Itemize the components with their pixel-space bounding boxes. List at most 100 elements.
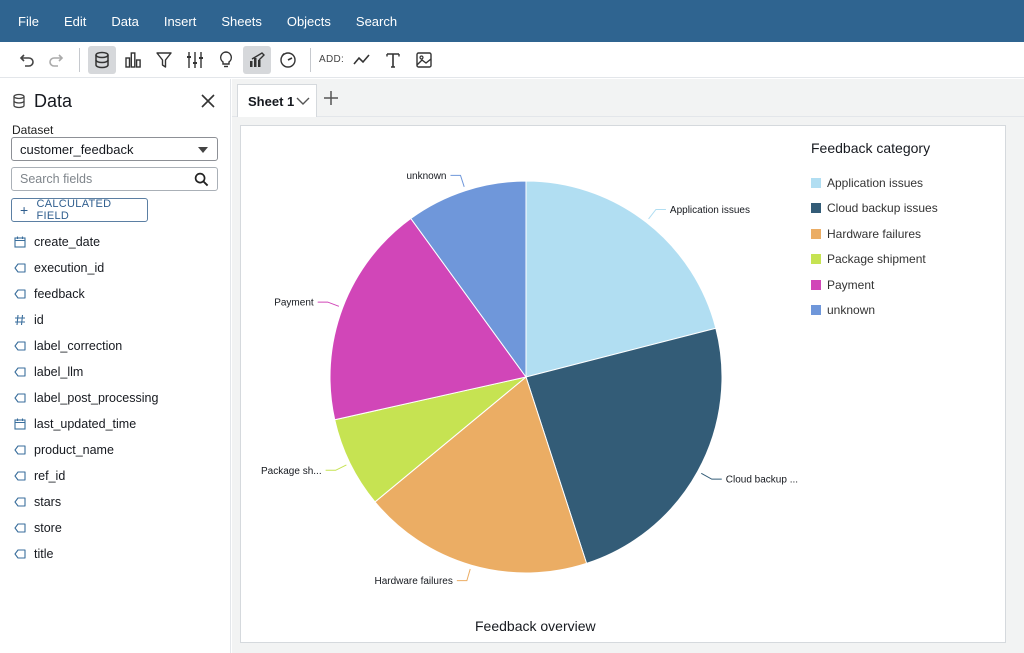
legend-item[interactable]: Hardware failures (811, 221, 1001, 247)
tab-sheet-1[interactable]: Sheet 1 (237, 84, 317, 117)
legend-label: Hardware failures (827, 226, 922, 241)
field-name: last_updated_time (34, 417, 137, 431)
add-sheet-icon[interactable] (323, 90, 339, 106)
field-item[interactable]: store (14, 515, 224, 541)
menu-file[interactable]: File (18, 13, 39, 29)
menu-objects[interactable]: Objects (286, 13, 331, 29)
data-panel-header: Data (12, 89, 218, 113)
format-visual-button[interactable] (243, 45, 271, 74)
field-item[interactable]: title (14, 541, 224, 567)
line-add-icon (353, 53, 370, 65)
pie-slice[interactable] (410, 180, 527, 379)
calendar-icon (14, 236, 26, 248)
text-add-icon (386, 52, 400, 68)
sheet-tab-label: Sheet 1 (248, 93, 295, 109)
field-name: create_date (34, 235, 101, 249)
legend-item[interactable]: Application issues (811, 170, 1001, 196)
filter-icon (156, 51, 172, 68)
search-icon[interactable] (194, 172, 209, 187)
data-panel-button[interactable] (88, 45, 116, 74)
legend-swatch (811, 228, 821, 239)
legend-swatch (811, 254, 821, 265)
legend-label: Application issues (827, 175, 924, 190)
field-item[interactable]: id (14, 307, 224, 333)
field-item[interactable]: label_correction (14, 333, 224, 359)
legend-label: Package shipment (827, 252, 926, 267)
legend-item[interactable]: unknown (811, 298, 1001, 324)
pie-chart-visual[interactable]: Application issues Cloud backup ... Hardwa… (240, 125, 1006, 643)
sliders-icon (187, 51, 203, 68)
legend-item[interactable]: Payment (811, 272, 1001, 298)
field-name: stars (34, 495, 62, 509)
hash-icon (14, 314, 26, 326)
field-item[interactable]: execution_id (14, 255, 224, 281)
insights-button[interactable] (212, 46, 240, 74)
field-item[interactable]: label_post_processing (14, 385, 224, 411)
slice-label: Payment (274, 298, 314, 309)
filter-button[interactable] (150, 46, 178, 74)
dimension-tag-icon (14, 340, 26, 352)
dimension-tag-icon (14, 470, 26, 482)
sheet-tabs: Sheet 1 (232, 79, 1024, 117)
pie-slice[interactable] (329, 217, 527, 421)
legend-item[interactable]: Cloud backup issues (811, 196, 1001, 222)
add-text-button[interactable] (379, 46, 407, 74)
search-fields-input[interactable] (11, 167, 218, 191)
menu-search[interactable]: Search (355, 13, 398, 29)
add-calculated-field-button[interactable]: + CALCULATED FIELD (11, 198, 148, 222)
database-icon (95, 51, 109, 68)
menu-data[interactable]: Data (111, 13, 139, 29)
legend-item[interactable]: Package shipment (811, 247, 1001, 273)
field-item[interactable]: ref_id (14, 463, 224, 489)
slice-leader-line (325, 464, 347, 471)
field-item[interactable]: stars (14, 489, 224, 515)
slice-leader-line (456, 568, 471, 582)
field-item[interactable]: product_name (14, 437, 224, 463)
slice-label: Cloud backup ... (726, 475, 798, 486)
undo-icon (19, 53, 34, 67)
field-name: id (34, 313, 44, 327)
field-item[interactable]: label_llm (14, 359, 224, 385)
image-add-icon (416, 51, 432, 68)
undo-button[interactable] (12, 46, 40, 74)
brush-chart-icon (250, 51, 265, 67)
pie-slice[interactable] (525, 327, 723, 565)
dimension-tag-icon (14, 392, 26, 404)
dataset-select[interactable]: customer_feedback (11, 137, 218, 161)
menu-edit[interactable]: Edit (63, 13, 87, 29)
legend-title: Feedback category (811, 140, 931, 156)
properties-button[interactable] (181, 46, 209, 74)
menu-bar: File Edit Data Insert Sheets Objects Search (0, 0, 1024, 42)
field-item[interactable]: feedback (14, 281, 224, 307)
field-list: create_date execution_id feedback id label_c… (14, 229, 224, 567)
redo-button[interactable] (43, 46, 71, 74)
legend-swatch (811, 279, 821, 290)
lightbulb-icon (219, 50, 233, 67)
add-visual-button[interactable] (348, 46, 376, 74)
visualize-button[interactable] (119, 46, 147, 74)
data-panel-title: Data (34, 90, 73, 111)
slice-leader-line (317, 301, 340, 307)
dimension-tag-icon (14, 548, 26, 560)
redo-icon (49, 53, 64, 67)
bar-chart-icon (125, 51, 141, 68)
legend-label: unknown (827, 303, 876, 318)
pie-chart[interactable]: Application issues Cloud backup ... Hardwa… (241, 126, 801, 616)
themes-button[interactable] (274, 46, 302, 74)
menu-insert[interactable]: Insert (163, 13, 197, 29)
pie-slice[interactable] (374, 376, 588, 574)
close-icon[interactable] (198, 91, 218, 111)
legend-label: Payment (827, 277, 875, 292)
slice-label: unknown (406, 171, 446, 182)
chevron-down-icon[interactable] (296, 96, 310, 106)
calculated-field-label: CALCULATED FIELD (36, 198, 112, 222)
menu-sheets[interactable]: Sheets (221, 13, 262, 29)
legend-swatch (811, 177, 821, 188)
field-item[interactable]: create_date (14, 229, 224, 255)
add-image-button[interactable] (410, 46, 438, 74)
field-name: title (34, 547, 54, 561)
field-item[interactable]: last_updated_time (14, 411, 224, 437)
pie-slice[interactable] (525, 180, 717, 378)
dimension-tag-icon (14, 262, 26, 274)
field-name: execution_id (34, 261, 105, 275)
